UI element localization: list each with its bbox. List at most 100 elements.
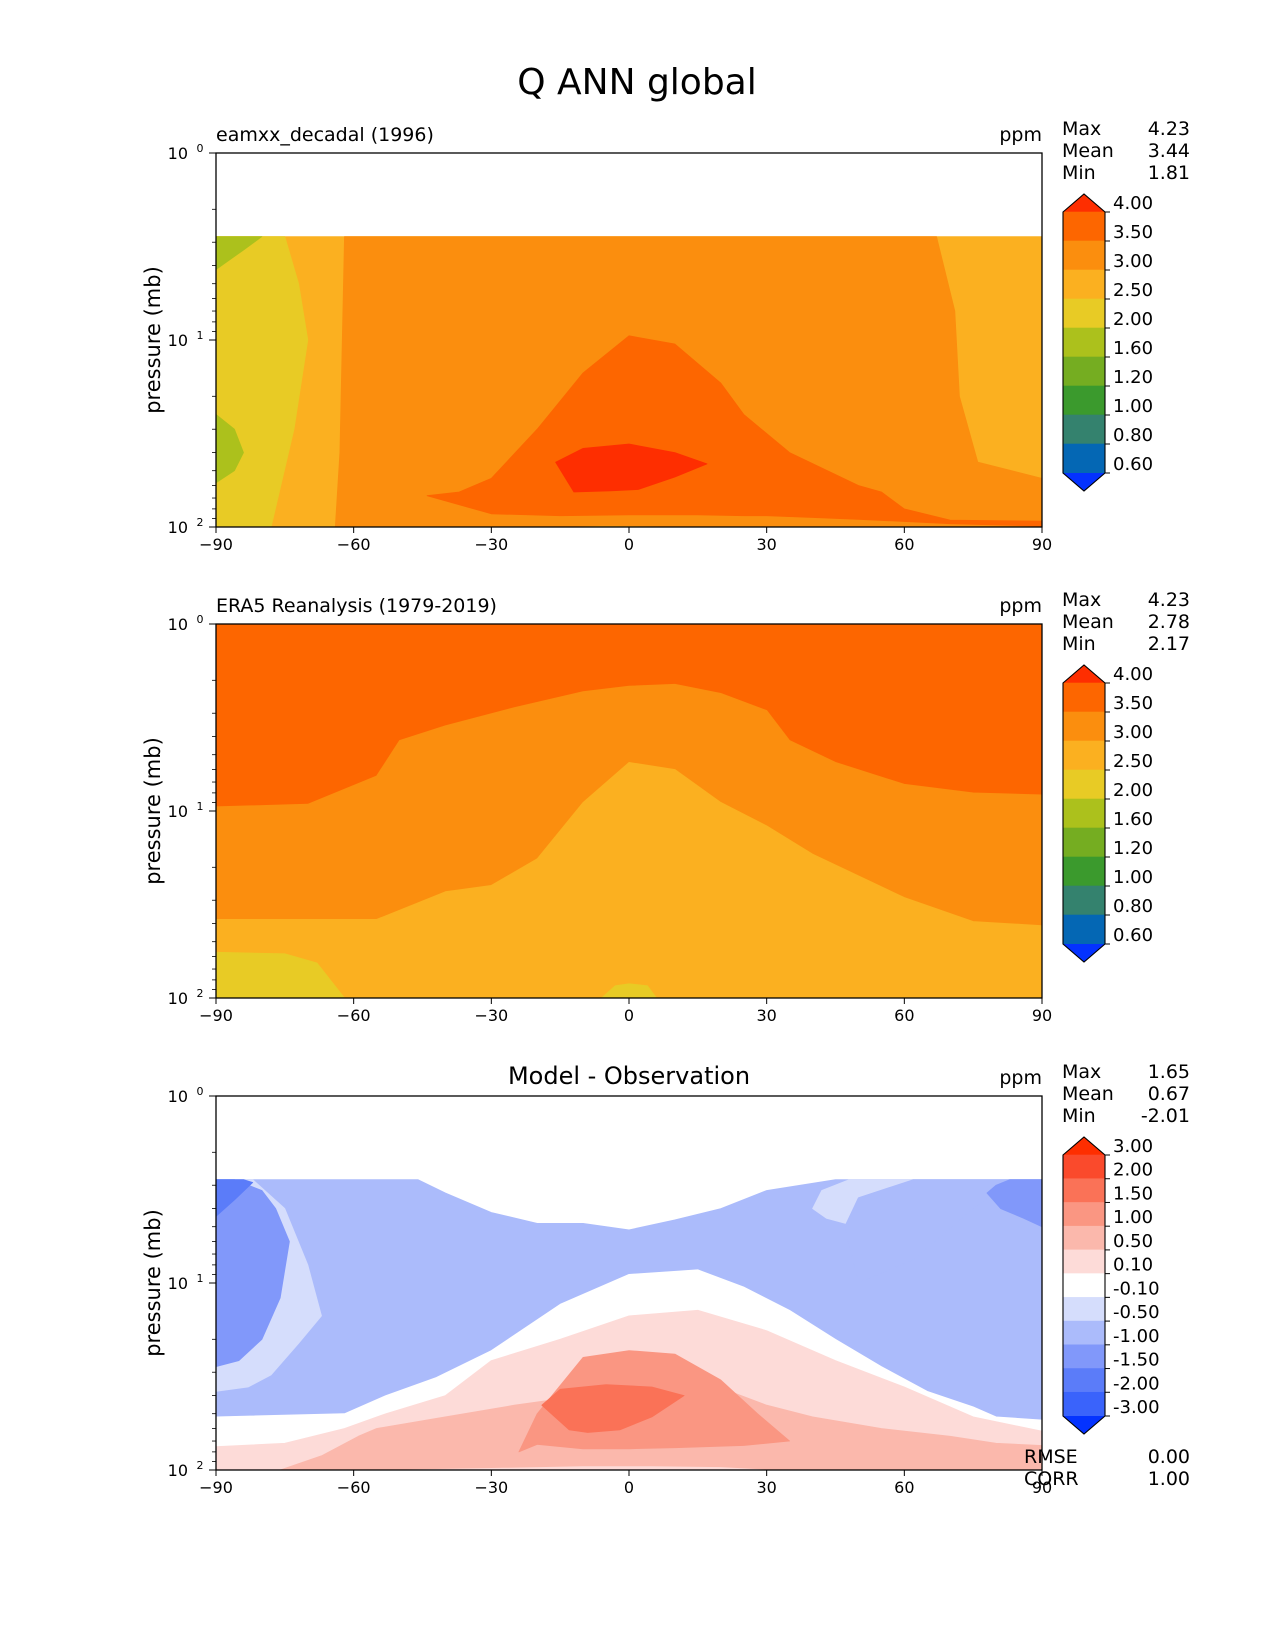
y-tick-label: 10 [168, 1274, 188, 1293]
colorbar-level-label: 4.00 [1113, 664, 1153, 685]
colorbar-segment-2 [1063, 740, 1105, 771]
y-tick-exponent: 2 [197, 516, 204, 529]
contour-fills [216, 1096, 1042, 1470]
x-tick-label: −60 [337, 1478, 371, 1497]
y-tick-exponent: 1 [197, 329, 204, 342]
colorbar-segment-8 [1063, 914, 1105, 945]
colorbar-segment-7 [1063, 1320, 1105, 1346]
y-tick-exponent: 2 [197, 1459, 204, 1472]
y-tick-label: 10 [168, 615, 188, 634]
x-tick-label: 60 [894, 535, 914, 554]
x-tick-label: −30 [474, 1478, 508, 1497]
stat-mean-value: 2.78 [1148, 611, 1190, 633]
colorbar-level-label: 2.00 [1113, 1160, 1153, 1181]
colorbar-level-label: 4.00 [1113, 193, 1153, 214]
contour-region-3 [216, 236, 263, 270]
colorbar-segment-10 [1063, 1391, 1105, 1417]
stat-max-value: 4.23 [1148, 118, 1190, 140]
x-tick-label: −90 [199, 1478, 233, 1497]
colorbar-level-label: 1.00 [1113, 867, 1153, 888]
colorbar-segment-7 [1063, 885, 1105, 916]
y-tick-label: 10 [168, 518, 188, 537]
colorbar-level-label: 2.50 [1113, 280, 1153, 301]
y-tick-label: 10 [168, 331, 188, 350]
contour-region-3 [216, 762, 1042, 998]
x-tick-label: 0 [624, 1478, 634, 1497]
colorbar-level-label: 3.00 [1113, 1136, 1153, 1157]
x-tick-label: −60 [337, 535, 371, 554]
x-tick-label: −30 [474, 1006, 508, 1025]
colorbar-level-label: 3.00 [1113, 251, 1153, 272]
colorbar-segment-0 [1063, 211, 1105, 242]
y-tick-exponent: 0 [197, 1085, 204, 1098]
y-tick-label: 10 [168, 144, 188, 163]
colorbar-level-label: -1.00 [1113, 1326, 1160, 1347]
contour-region-13 [986, 1179, 1042, 1228]
colorbar-level-label: 1.50 [1113, 1183, 1153, 1204]
stat-max-label: Max [1062, 589, 1101, 611]
stat-mean-label: Mean [1062, 1083, 1114, 1105]
y-axis-label: pressure (mb) [141, 266, 165, 414]
stat-mean-value: 3.44 [1148, 140, 1190, 162]
x-tick-label: 90 [1032, 535, 1052, 554]
y-tick-label: 10 [168, 802, 188, 821]
x-tick-label: 60 [894, 1006, 914, 1025]
x-tick-label: 30 [756, 1006, 776, 1025]
contour-region-10 [216, 1179, 254, 1305]
stat-min-value: 1.81 [1148, 162, 1190, 184]
colorbar-level-label: 0.50 [1113, 1231, 1153, 1252]
colorbar-min-extension [1063, 1416, 1105, 1434]
x-tick-label: 90 [1032, 1006, 1052, 1025]
stat-rmse-label: RMSE [1024, 1446, 1078, 1468]
x-tick-label: 30 [756, 1478, 776, 1497]
contour-region-7 [399, 1466, 768, 1470]
colorbar-segment-4 [1063, 798, 1105, 829]
panel-1: −90 −60 −30 0 30 60 90 10 0 10 1 10 2 pressure (mb) ea… [141, 118, 1190, 554]
y-tick-exponent: 1 [197, 800, 204, 813]
colorbar-level-label: 3.50 [1113, 222, 1153, 243]
colorbar-segment-6 [1063, 1297, 1105, 1322]
y-tick-exponent: 2 [197, 987, 204, 1000]
stat-max-label: Max [1062, 118, 1101, 140]
colorbar-segment-0 [1063, 1154, 1105, 1180]
x-tick-label: 0 [624, 1006, 634, 1025]
x-tick-label: 0 [624, 535, 634, 554]
stat-min-label: Min [1062, 1105, 1096, 1127]
colorbar-segment-9 [1063, 1368, 1105, 1393]
colorbar-level-label: -0.50 [1113, 1302, 1160, 1323]
stat-max-value: 1.65 [1148, 1061, 1190, 1083]
colorbar-segment-1 [1063, 1178, 1105, 1203]
units-label: ppm [999, 595, 1042, 617]
colorbar-segment-1 [1063, 711, 1105, 742]
colorbar-level-label: 0.60 [1113, 454, 1153, 475]
y-tick-label: 10 [168, 1461, 188, 1480]
colorbar-segment-0 [1063, 682, 1105, 713]
contour-fills [216, 153, 1042, 527]
colorbar-segment-4 [1063, 1249, 1105, 1274]
x-tick-label: 90 [1032, 1478, 1052, 1497]
panel-subtitle: ERA5 Reanalysis (1979-2019) [216, 595, 497, 617]
colorbar-min-extension [1063, 944, 1105, 962]
y-tick-label: 10 [168, 1087, 188, 1106]
colorbar-segment-2 [1063, 1202, 1105, 1227]
colorbar-level-label: 1.00 [1113, 396, 1153, 417]
colorbar-segment-3 [1063, 769, 1105, 800]
stat-min-value: 2.17 [1148, 633, 1190, 655]
colorbar-max-extension [1063, 665, 1105, 683]
colorbar-level-label: -3.00 [1113, 1397, 1160, 1418]
colorbar-level-label: 3.50 [1113, 693, 1153, 714]
panel-subtitle: eamxx_decadal (1996) [216, 124, 434, 146]
colorbar-segment-3 [1063, 1225, 1105, 1251]
colorbar-level-label: 2.00 [1113, 780, 1153, 801]
x-tick-label: 60 [894, 1478, 914, 1497]
colorbar: 0.60 0.80 1.00 1.20 1.60 2.00 2.50 3.00 3.50 4.00 [1062, 664, 1153, 963]
colorbar: -3.00 -2.00-1.50 -1.00 -0.50 -0.100.10 0.50 1.… [1062, 1136, 1160, 1435]
stat-mean-label: Mean [1062, 140, 1114, 162]
colorbar-level-label: 0.80 [1113, 425, 1153, 446]
x-tick-label: −60 [337, 1006, 371, 1025]
colorbar-level-label: 2.00 [1113, 309, 1153, 330]
colorbar-level-label: 1.20 [1113, 367, 1153, 388]
colorbar-segment-8 [1063, 443, 1105, 474]
colorbar-max-extension [1063, 194, 1105, 212]
